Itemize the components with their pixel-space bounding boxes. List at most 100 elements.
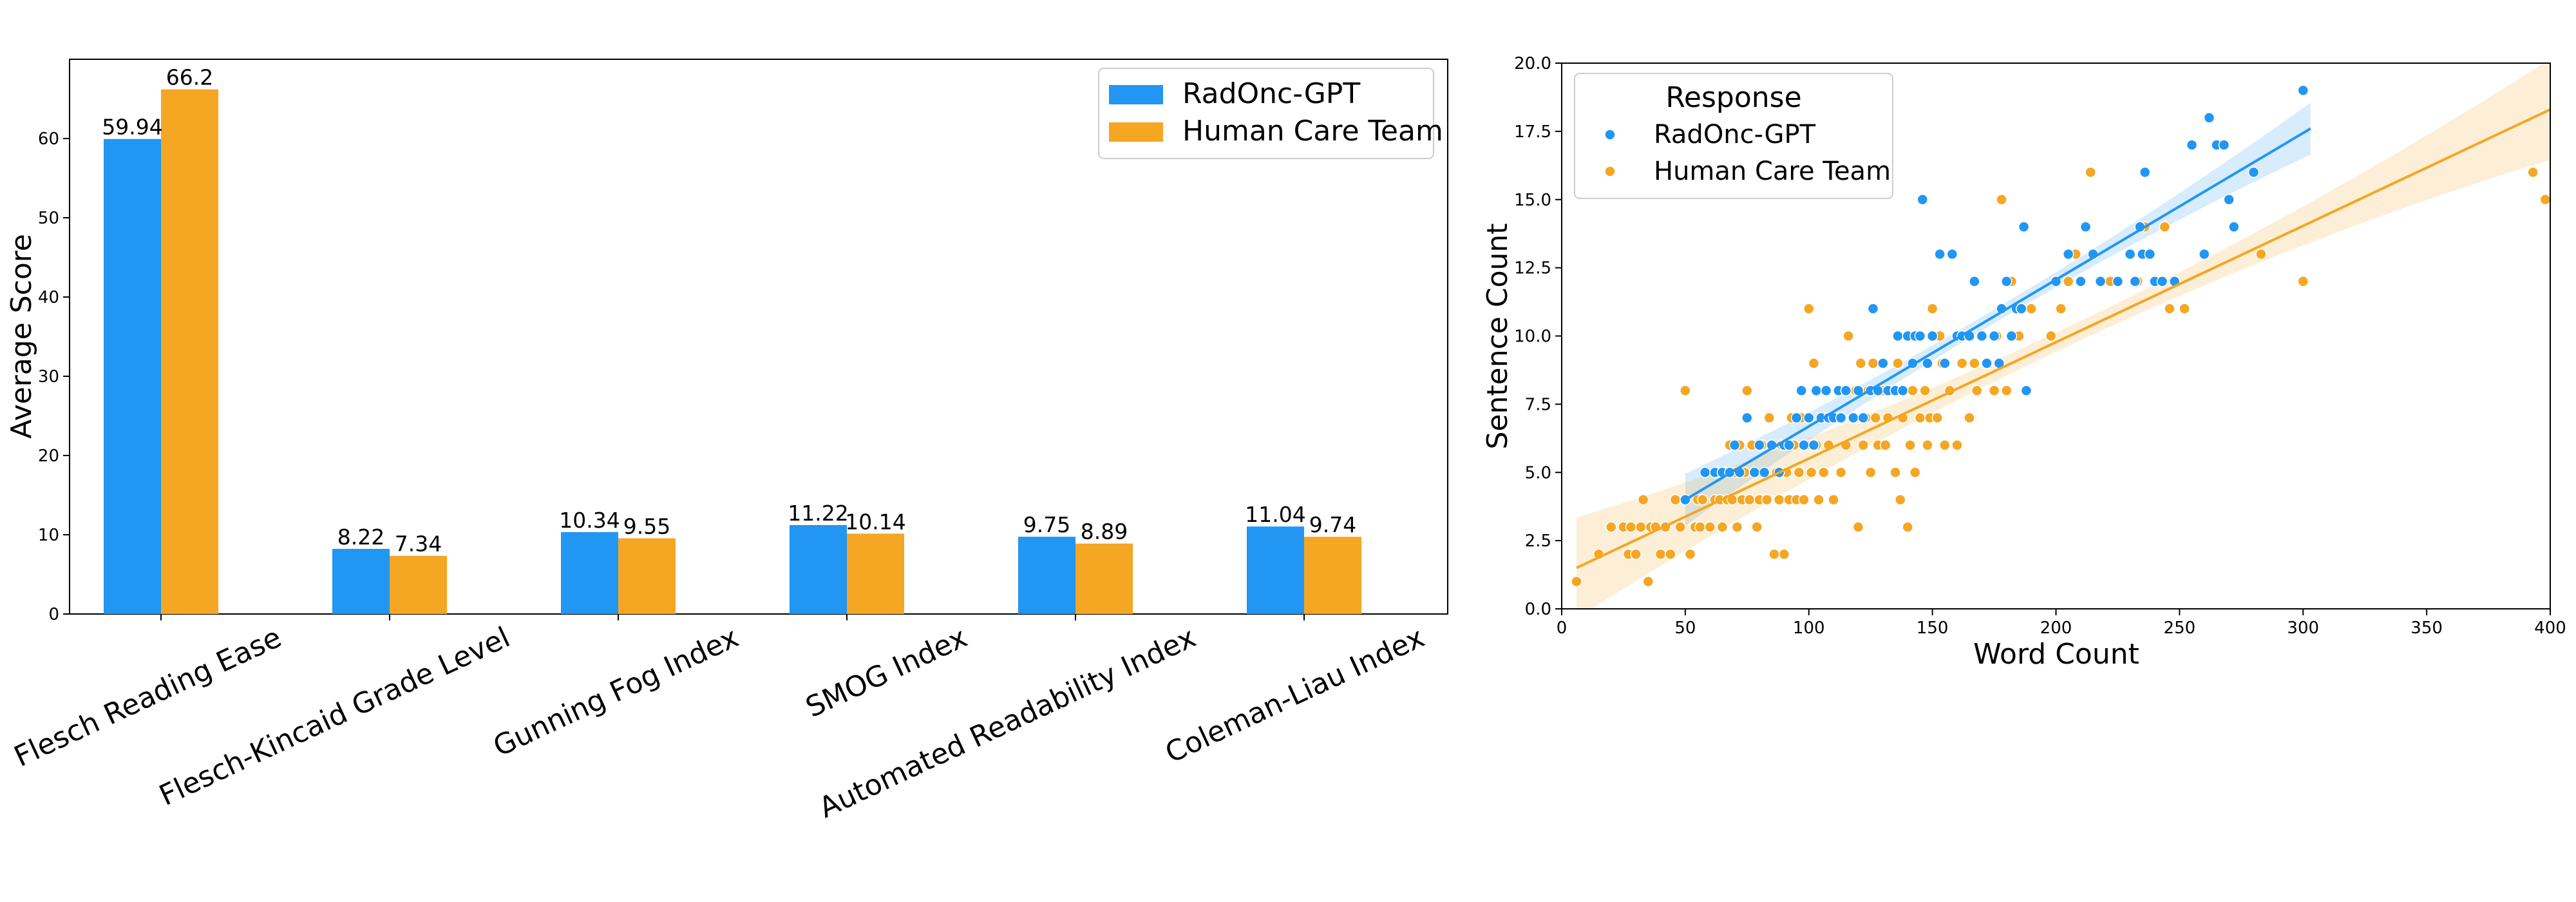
point-human-care-team [1625, 521, 1637, 533]
point-human-care-team [1867, 358, 1879, 369]
point-human-care-team [1763, 412, 1776, 424]
point-human-care-team [1761, 494, 1773, 506]
point-radonc-gpt [2005, 330, 2018, 342]
bar-human-care-team [390, 555, 447, 614]
scatter-y-tick-label: 10.0 [1514, 327, 1551, 347]
point-radonc-gpt [1835, 412, 1847, 424]
bar-y-ticks: 0 10 20 30 40 50 60 [38, 130, 70, 624]
point-human-care-team [1857, 439, 1869, 451]
point-human-care-team [1704, 521, 1716, 533]
point-human-care-team [1635, 521, 1647, 533]
point-human-care-team [1907, 385, 1918, 396]
scatter-y-tick-label: 17.5 [1514, 122, 1551, 142]
point-radonc-gpt [2062, 248, 2074, 260]
point-human-care-team [1889, 466, 1901, 478]
point-radonc-gpt [2156, 276, 2168, 287]
point-radonc-gpt [2144, 248, 2156, 260]
point-radonc-gpt [2075, 276, 2087, 287]
point-radonc-gpt [1741, 412, 1753, 424]
point-human-care-team [1919, 385, 1931, 396]
point-radonc-gpt [1976, 330, 1988, 342]
bar-plot-frame [69, 59, 1448, 615]
point-human-care-team [1773, 494, 1785, 506]
scatter-y-tick-label: 12.5 [1514, 259, 1551, 278]
bar-human-care-team [1304, 537, 1361, 614]
point-human-care-team [1805, 466, 1817, 478]
bar-legend-label-human: Human Care Team [1182, 115, 1443, 148]
point-human-care-team [1605, 521, 1617, 533]
point-radonc-gpt [2079, 221, 2092, 233]
point-radonc-gpt [1877, 358, 1889, 369]
bar-human-care-team [1075, 543, 1133, 614]
point-human-care-team [1665, 548, 1676, 561]
bar-legend-swatch-human [1109, 122, 1163, 142]
bar-marks [104, 89, 1361, 615]
point-human-care-team [1922, 439, 1933, 451]
point-human-care-team [1642, 575, 1654, 588]
scatter-y-tick-label: 5.0 [1525, 463, 1551, 483]
point-radonc-gpt [1810, 385, 1823, 396]
point-human-care-team [1894, 494, 1906, 506]
point-human-care-team [1751, 521, 1763, 533]
point-human-care-team [1956, 358, 1968, 369]
point-radonc-gpt [2018, 221, 2030, 233]
point-radonc-gpt [2203, 111, 2215, 124]
point-radonc-gpt [1848, 412, 1859, 424]
point-human-care-team [1778, 548, 1790, 561]
bar-human-care-team [161, 89, 218, 615]
scatter-y-tick-label: 20.0 [1514, 54, 1551, 73]
bar-radonc-gpt [332, 548, 390, 614]
scatter-y-tick-label: 0.0 [1525, 600, 1551, 619]
point-human-care-team [1630, 548, 1642, 561]
point-radonc-gpt [1699, 466, 1711, 478]
bar-data-label: 59.94 [102, 115, 162, 140]
bar-radonc-gpt [1018, 537, 1075, 614]
point-human-care-team [2539, 194, 2550, 206]
point-human-care-team [1969, 358, 1980, 369]
point-human-care-team [1904, 439, 1916, 451]
point-human-care-team [2025, 303, 2037, 314]
point-radonc-gpt [1867, 303, 1879, 314]
point-radonc-gpt [2129, 276, 2141, 287]
scatter-y-tick-label: 2.5 [1525, 532, 1551, 551]
point-human-care-team [1741, 385, 1753, 396]
bar-legend-box [1098, 68, 1434, 159]
point-human-care-team [1892, 358, 1904, 369]
point-radonc-gpt [1926, 330, 1938, 342]
scatter-legend-marker-human [1604, 166, 1616, 177]
bar-data-label: 10.14 [845, 509, 905, 534]
bar-data-label: 9.74 [1309, 512, 1356, 537]
scatter-x-ticks: 0 50 100 150 200 250 300 350 400 [1557, 609, 2566, 638]
point-human-care-team [1654, 548, 1667, 561]
point-human-care-team [1716, 521, 1728, 533]
bar-y-tick-label: 60 [38, 130, 59, 149]
point-human-care-team [1696, 494, 1709, 506]
bar-data-label: 9.75 [1023, 512, 1070, 537]
point-radonc-gpt [1808, 439, 1820, 451]
point-human-care-team [1818, 466, 1830, 478]
point-radonc-gpt [1795, 385, 1807, 396]
bar-data-label: 11.22 [788, 501, 848, 526]
scatter-x-tick-label: 300 [2287, 619, 2319, 638]
bar-legend-label-gpt: RadOnc-GPT [1182, 77, 1360, 110]
point-human-care-team [1870, 412, 1882, 424]
point-human-care-team [1988, 385, 2000, 396]
point-radonc-gpt [1981, 358, 1993, 369]
scatter-legend: Response RadOnc-GPT Human Care Team [1574, 73, 1893, 199]
point-radonc-gpt [1897, 385, 1909, 396]
bar-radonc-gpt [1247, 526, 1304, 614]
point-radonc-gpt [1820, 385, 1832, 396]
point-human-care-team [1951, 439, 1963, 451]
point-radonc-gpt [1798, 439, 1810, 451]
point-radonc-gpt [1922, 358, 1933, 369]
point-radonc-gpt [2124, 248, 2136, 260]
point-radonc-gpt [2020, 385, 2032, 396]
bar-x-tick-label: Gunning Fog Index [488, 621, 743, 763]
scatter-y-tick-label: 7.5 [1525, 395, 1551, 414]
point-radonc-gpt [1917, 194, 1929, 206]
point-radonc-gpt [1939, 358, 1951, 369]
bar-y-tick-label: 10 [38, 526, 59, 545]
bar-y-tick-label: 30 [38, 367, 59, 387]
point-radonc-gpt [2001, 276, 2012, 287]
